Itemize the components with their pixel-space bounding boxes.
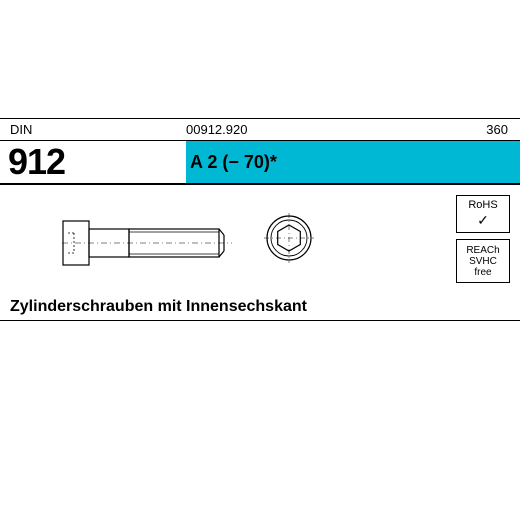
header-row: DIN 00912.920 360	[0, 119, 520, 141]
diagram-area: RoHS ✓ REACh SVHC free Zylinderschrauben…	[0, 185, 520, 320]
product-description: Zylinderschrauben mit Innensechskant	[10, 298, 307, 316]
reach-line2: SVHC	[469, 256, 497, 267]
standard-label: DIN	[0, 122, 186, 137]
rohs-label: RoHS	[468, 199, 497, 211]
code-label: 00912.920	[186, 122, 416, 137]
title-row: 912 A 2 (− 70)*	[0, 141, 520, 185]
reach-badge: REACh SVHC free	[456, 239, 510, 283]
din-number: 912	[0, 141, 186, 183]
rohs-badge: RoHS ✓	[456, 195, 510, 233]
screw-front-view	[264, 213, 314, 263]
check-icon: ✓	[477, 213, 489, 228]
ref-label: 360	[416, 122, 520, 137]
compliance-badges: RoHS ✓ REACh SVHC free	[456, 195, 510, 289]
material-cell: A 2 (− 70)*	[186, 141, 520, 183]
reach-line1: REACh	[466, 245, 499, 256]
screw-side-view	[62, 213, 232, 273]
reach-line3: free	[474, 267, 491, 278]
